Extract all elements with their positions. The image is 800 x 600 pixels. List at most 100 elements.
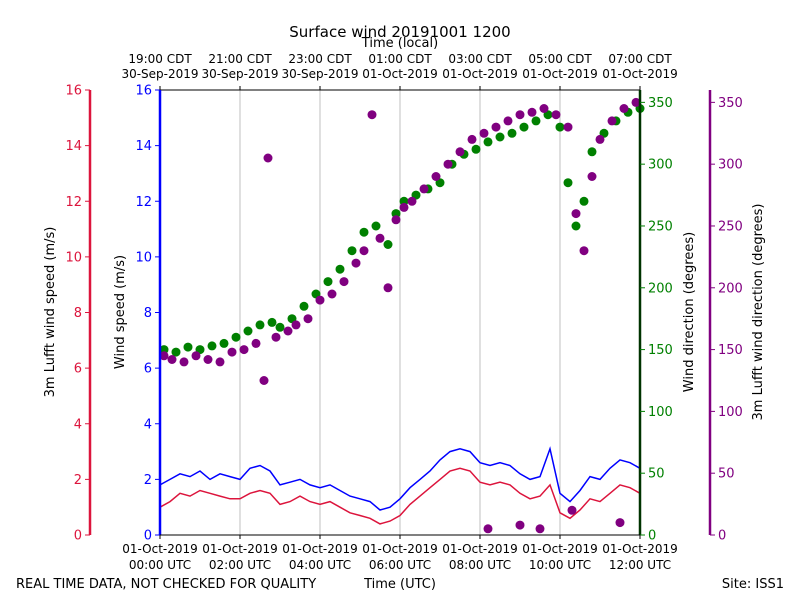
scatter-point-lufft-dir bbox=[359, 246, 369, 256]
lufft-speed-tick-label: 16 bbox=[65, 84, 82, 99]
scatter-point-lufft-dir bbox=[467, 134, 477, 144]
scatter-point-lufft-dir bbox=[259, 376, 269, 385]
scatter-point-wind-dir bbox=[243, 326, 253, 336]
top-x-tick-time: 01:00 CDT bbox=[368, 52, 432, 66]
bottom-axis-label: Time (UTC) bbox=[363, 577, 436, 592]
series-line-wind-speed bbox=[159, 446, 641, 511]
scatter-point-lufft-dir bbox=[607, 116, 617, 126]
lufft-speed-tick-label: 10 bbox=[65, 250, 82, 265]
lufft-speed-tick-label: 12 bbox=[65, 195, 82, 210]
scatter-point-lufft-dir bbox=[303, 314, 313, 324]
scatter-point-lufft-dir bbox=[515, 520, 525, 530]
top-x-tick-time: 03:00 CDT bbox=[448, 52, 512, 66]
scatter-point-lufft-dir bbox=[263, 153, 273, 163]
top-x-tick-date: 01-Oct-2019 bbox=[602, 67, 678, 81]
wind-dir-tick-label: 200 bbox=[648, 281, 673, 296]
bottom-x-tick-time: 04:00 UTC bbox=[289, 558, 351, 572]
scatter-point-lufft-dir bbox=[571, 209, 581, 219]
bottom-x-tick-date: 01-Oct-2019 bbox=[362, 542, 438, 556]
top-x-tick-date: 01-Oct-2019 bbox=[522, 67, 598, 81]
scatter-point-wind-dir bbox=[335, 264, 345, 274]
bottom-x-tick-date: 01-Oct-2019 bbox=[442, 542, 518, 556]
axes-layer: 0 2 4 6 8 10 12 14 16 0 2 4 6 8 10 12 14 16 0 50 100 150 200 25… bbox=[65, 52, 742, 572]
lufft-direction-axis-label: 3m Lufft wind direction (degrees) bbox=[751, 204, 766, 421]
scatter-point-lufft-dir bbox=[587, 172, 597, 181]
wind-speed-tick-label: 6 bbox=[144, 362, 152, 377]
scatter-point-lufft-dir bbox=[615, 518, 625, 528]
scatter-point-wind-dir bbox=[519, 122, 529, 132]
scatter-point-lufft-dir bbox=[563, 122, 573, 132]
bottom-x-tick-date: 01-Oct-2019 bbox=[122, 542, 198, 556]
scatter-point-lufft-dir bbox=[631, 97, 641, 107]
wind-speed-axis-label: Wind speed (m/s) bbox=[113, 255, 128, 369]
top-x-tick-time: 07:00 CDT bbox=[608, 52, 672, 66]
bottom-x-tick-time: 06:00 UTC bbox=[369, 558, 431, 572]
chart-title: Surface wind 20191001 1200 bbox=[289, 23, 510, 41]
scatter-point-lufft-dir bbox=[515, 110, 525, 120]
scatter-point-lufft-dir bbox=[315, 295, 325, 305]
scatter-point-lufft-dir bbox=[595, 134, 605, 144]
scatter-point-wind-dir bbox=[207, 341, 217, 351]
scatter-point-wind-dir bbox=[267, 317, 277, 327]
scatter-point-lufft-dir bbox=[159, 351, 169, 361]
scatter-point-lufft-dir bbox=[527, 107, 537, 117]
scatter-point-wind-dir bbox=[231, 332, 241, 342]
lufft-speed-tick-label: 4 bbox=[74, 417, 82, 432]
scatter-point-wind-dir bbox=[391, 209, 401, 219]
scatter-point-lufft-dir bbox=[419, 184, 429, 194]
scatter-point-wind-dir bbox=[507, 128, 517, 138]
wind-dir-tick-label: 300 bbox=[648, 158, 673, 173]
lufft-dir-tick-label: 50 bbox=[718, 467, 735, 482]
scatter-point-lufft-dir bbox=[491, 122, 501, 132]
top-x-tick-date: 01-Oct-2019 bbox=[362, 67, 438, 81]
lufft-dir-tick-label: 350 bbox=[718, 96, 743, 111]
wind-speed-tick-label: 10 bbox=[135, 250, 152, 265]
scatter-point-wind-dir bbox=[495, 132, 505, 142]
bottom-x-tick-date: 01-Oct-2019 bbox=[602, 542, 678, 556]
scatter-point-wind-dir bbox=[347, 246, 357, 256]
scatter-point-lufft-dir bbox=[203, 355, 213, 364]
top-x-tick-date: 30-Sep-2019 bbox=[201, 67, 278, 81]
wind-dir-tick-label: 350 bbox=[648, 96, 673, 111]
lufft-speed-tick-label: 14 bbox=[65, 139, 82, 154]
lufft-dir-tick-label: 100 bbox=[718, 405, 743, 420]
scatter-point-wind-dir bbox=[383, 240, 393, 249]
wind-dir-tick-label: 50 bbox=[648, 467, 665, 482]
scatter-point-lufft-dir bbox=[239, 345, 249, 355]
wind-dir-tick-label: 250 bbox=[648, 219, 673, 234]
lufft-dir-tick-label: 250 bbox=[718, 219, 743, 234]
scatter-point-lufft-dir bbox=[215, 357, 225, 367]
scatter-point-lufft-dir bbox=[479, 128, 489, 138]
wind-dir-tick-label: 0 bbox=[648, 529, 656, 544]
lufft-dir-tick-label: 200 bbox=[718, 281, 743, 296]
top-x-tick-time: 05:00 CDT bbox=[528, 52, 592, 66]
scatter-point-lufft-dir bbox=[391, 215, 401, 225]
scatter-point-lufft-dir bbox=[503, 116, 513, 126]
quality-disclaimer: REAL TIME DATA, NOT CHECKED FOR QUALITY bbox=[16, 577, 316, 592]
lufft-speed-axis-label: 3m Lufft wind speed (m/s) bbox=[43, 227, 58, 398]
scatter-point-lufft-dir bbox=[567, 505, 577, 515]
bottom-x-tick-date: 01-Oct-2019 bbox=[202, 542, 278, 556]
bottom-x-tick-date: 01-Oct-2019 bbox=[522, 542, 598, 556]
wind-dir-tick-label: 150 bbox=[648, 343, 673, 358]
scatter-point-wind-dir bbox=[275, 322, 285, 332]
scatter-point-lufft-dir bbox=[431, 172, 441, 181]
scatter-point-lufft-dir bbox=[191, 351, 201, 361]
scatter-point-lufft-dir bbox=[483, 524, 493, 534]
scatter-point-lufft-dir bbox=[399, 202, 409, 212]
scatter-point-lufft-dir bbox=[535, 524, 545, 534]
scatter-point-lufft-dir bbox=[227, 347, 237, 357]
scatter-point-wind-dir bbox=[571, 221, 581, 231]
scatter-point-lufft-dir bbox=[367, 110, 377, 120]
wind-dir-tick-label: 100 bbox=[648, 405, 673, 420]
scatter-point-lufft-dir bbox=[283, 326, 293, 336]
scatter-point-wind-dir bbox=[183, 342, 193, 352]
lufft-dir-tick-label: 0 bbox=[718, 529, 726, 544]
top-x-tick-time: 21:00 CDT bbox=[208, 52, 272, 66]
wind-speed-tick-label: 0 bbox=[144, 529, 152, 544]
wind-speed-tick-label: 14 bbox=[135, 139, 152, 154]
scatter-point-wind-dir bbox=[323, 277, 333, 287]
top-x-tick-date: 30-Sep-2019 bbox=[281, 67, 358, 81]
bottom-x-tick-time: 10:00 UTC bbox=[529, 558, 591, 572]
scatter-point-lufft-dir bbox=[551, 110, 561, 120]
